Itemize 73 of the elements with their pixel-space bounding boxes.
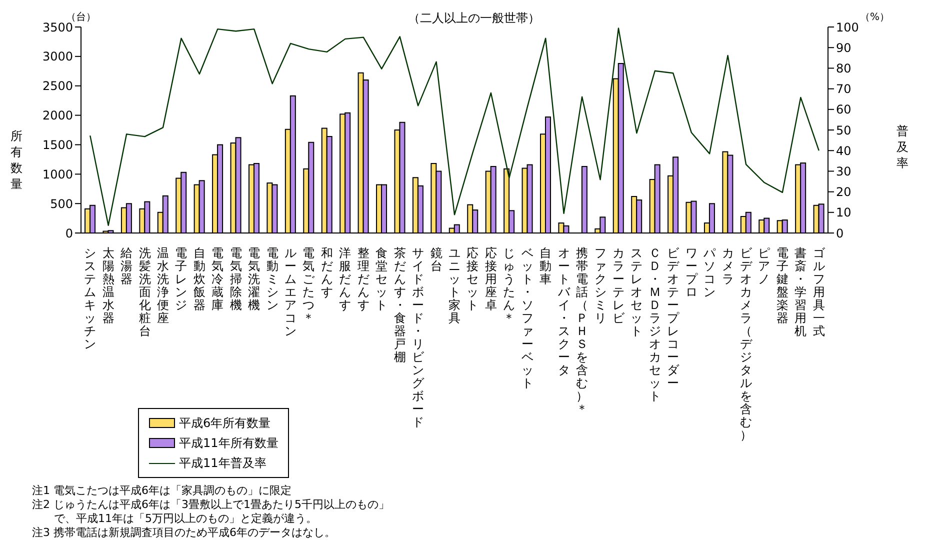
x-tick-label: 整理だんす [357,246,370,312]
y-tick-label: 1500 [42,138,73,152]
text: 注1 電気こたつは平成6年は「家具調のもの」に限定 [32,484,292,498]
legend-label: 平成11年普及率 [179,454,266,472]
x-tick-label: ゴルフ用具一式 [812,246,826,338]
x-tick-label: 温水洗浄便座 [156,246,169,325]
category-label: サイドボード・リビングボード [412,246,424,429]
x-tick-label: じゅうたん＊ [503,246,516,325]
y2-tick-label: 0 [836,226,844,240]
x-tick-label: 和だんす [320,246,333,299]
x-tick-label: ルームエアコン [284,246,297,338]
x-tick-label: ピアノ [758,246,770,286]
y2-tick-label: 70 [836,82,852,96]
y2-tick-label: 20 [836,185,852,200]
x-tick-label: ユニット家具 [448,246,460,325]
text: 注2 じゅうたんは平成6年は「3畳敷以上で1畳あたり5千円以上のもの」 [32,498,390,512]
x-tick-label: 鏡台 [430,246,442,273]
legend-label: 平成11年所有数量 [179,434,278,452]
x-tick-label: 自動炊飯器 [193,246,206,312]
category-label: ビデオテープレコーダー [667,246,680,390]
y-tick-label: 2500 [42,79,73,94]
text: （台） [66,10,96,23]
legend-label: 平成6年所有数量 [179,414,271,432]
x-tick-label: 応接用座卓 [484,246,497,312]
text: で、平成11年は「5万円以上のもの」と定義が違う。 [53,512,318,526]
x-tick-label: 電子レンジ [175,246,188,312]
x-tick-label: パソコン [702,246,717,299]
x-tick-label: 食堂セット [376,246,388,312]
x-tick-label: ステレオセット [630,246,643,338]
x-tick-label: 給湯器 [120,246,133,286]
y-tick-label: 500 [50,196,73,211]
y2-tick-label: 40 [836,144,852,158]
x-tick-label: 電気冷蔵庫 [212,246,224,312]
y-tick-label: 3500 [42,20,73,34]
y-tick-label: 0 [65,226,73,240]
text: 注3 携帯電話は新規調査項目のため平成6年のデータはなし。 [32,526,336,540]
y-axis-title: 所有数量 [10,128,23,192]
y2-tick-label: 30 [836,164,852,178]
y2-tick-label: 50 [836,123,852,138]
y2-tick-label: 100 [836,20,859,34]
line-series [90,28,820,226]
category-label: ベット・ソファーベット [521,246,534,390]
x-tick-label: 応接セット [466,246,479,312]
chart-subtitle: （二人以上の一般世帯） [408,10,540,27]
y2-tick-label: 80 [836,61,852,76]
x-tick-label: 自動車 [540,246,552,286]
x-tick-label: 電子鍵盤楽器 [776,246,788,325]
y2-tick-label: 10 [836,206,852,220]
x-tick-label: 電気ごたつ＊ [302,246,316,325]
y-tick-label: 3000 [42,50,73,64]
category-label: 携帯電話（ＰＨＳを含む）＊ [576,246,588,416]
y-tick-label: 1000 [42,167,73,182]
category-label: 茶だんす・食器戸棚 [394,246,406,364]
x-tick-label: 太陽熱温水器 [102,246,114,325]
text: （%） [860,11,890,24]
y2-axis-title: 普及率 [896,123,909,171]
x-tick-label: 洋服だんす [339,246,352,312]
x-tick-label: カラーテレビ [612,246,626,325]
x-tick-label: ファクシミリ [594,246,606,325]
x-tick-label: 電動ミシン [266,246,278,312]
y2-tick-label: 90 [836,40,852,55]
x-tick-label: 洗髪洗面化粧台 [138,246,151,338]
category-label: オートバイ・スクータ [558,246,570,377]
x-tick-label: 電気洗濯機 [248,246,260,312]
x-tick-label: ワープロ [685,246,698,299]
x-tick-label: 書斎・学習用机 [794,246,807,338]
category-label: ＣＤ・ＭＤラジオカセット [648,246,661,403]
x-tick-label: カメラ [722,246,734,286]
x-tick-label: システムキッチン [84,246,96,351]
x-tick-label: 電気掃除機 [230,246,242,312]
category-label: ビデオカメラ（デジタルを含む） [740,246,752,442]
y-tick-label: 2000 [42,108,73,123]
y2-tick-label: 60 [836,102,852,117]
